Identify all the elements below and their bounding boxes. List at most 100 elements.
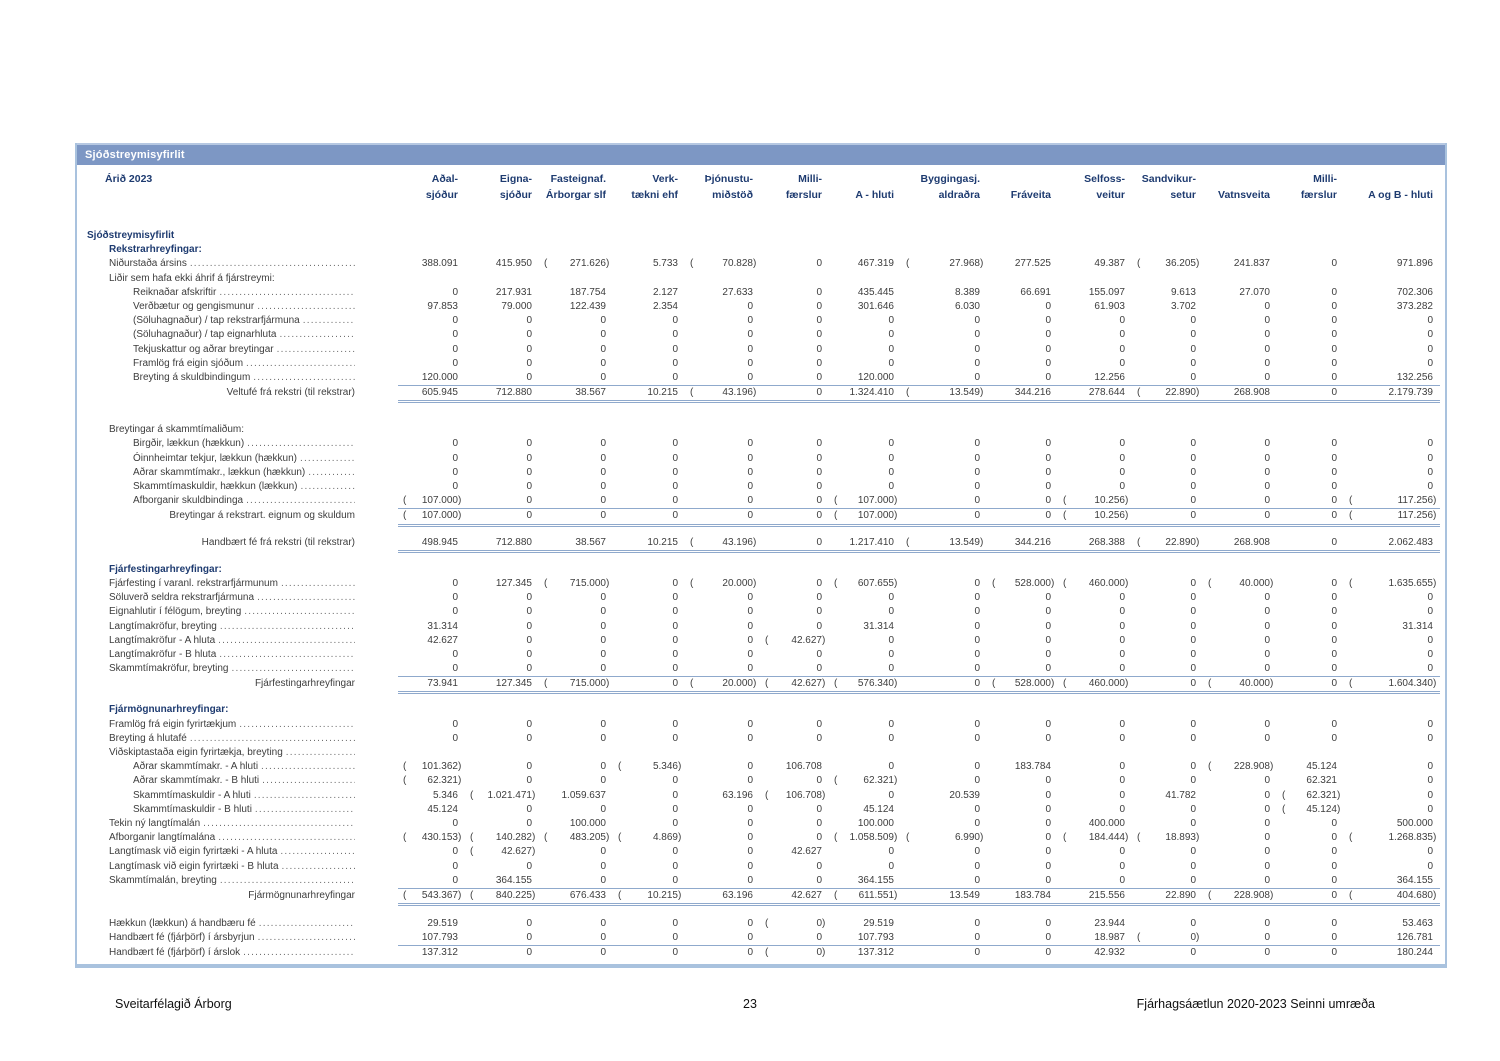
value-cell: 0: [600, 438, 606, 450]
dot-leader: ........................................…: [219, 648, 355, 660]
dot-leader: ........................................…: [261, 761, 355, 773]
footer-organization: Sveitarfélagið Árborg: [115, 997, 232, 1011]
value-cell: 0: [526, 718, 532, 730]
value-cell: 0: [1264, 832, 1270, 844]
value-cell: 0: [1190, 803, 1196, 815]
value-cell: 63.196: [722, 889, 753, 901]
column-header: Byggingasj. aldraðra: [920, 173, 980, 201]
value-cell: 183.784: [1014, 761, 1051, 773]
value-cell: 0: [888, 329, 894, 341]
value-cell: 0: [672, 846, 678, 858]
value-cell: 0: [747, 860, 753, 872]
row-label: Framlög frá eigin fyrirtækjum: [109, 718, 237, 730]
dot-leader: ........................................…: [218, 634, 355, 646]
value-cell: 0: [1119, 466, 1125, 478]
value-cell: 0: [1331, 817, 1337, 829]
value-cell: (715.000): [544, 678, 610, 690]
value-cell: 0: [816, 832, 822, 844]
value-cell: 0: [747, 329, 753, 341]
value-cell: 0: [1190, 874, 1196, 886]
column-header: Milli-færslur: [1300, 173, 1337, 201]
value-cell: 0: [526, 481, 532, 492]
table-row: Tekjuskattur og aðrar breytingar........…: [83, 343, 1437, 357]
value-cell: (22.890): [1137, 387, 1200, 399]
value-cell: 0: [1264, 300, 1270, 312]
value-cell: 0: [1190, 947, 1196, 959]
value-cell: 0: [974, 620, 980, 632]
dot-leader: ........................................…: [247, 438, 355, 450]
value-cell: 0: [672, 789, 678, 801]
value-cell: 0: [1119, 634, 1125, 646]
value-cell: 0: [1264, 775, 1270, 787]
value-cell: 10.215: [647, 387, 678, 399]
column-header: Fráveita: [1010, 189, 1051, 201]
value-cell: 0: [672, 620, 678, 632]
value-cell: 0: [1190, 648, 1196, 660]
value-cell: 0: [672, 648, 678, 660]
row-label: Niðurstaða ársins: [109, 258, 187, 270]
value-cell: (107.000): [403, 510, 462, 522]
value-cell: 0: [888, 357, 894, 369]
dot-leader: ........................................…: [285, 747, 355, 758]
value-cell: 0: [816, 648, 822, 660]
value-cell: 0: [1190, 678, 1196, 690]
value-cell: 0: [526, 592, 532, 604]
value-cell: 0: [600, 371, 606, 383]
value-cell: 0: [1264, 803, 1270, 815]
column-header: Verk-tækni ehf: [631, 173, 678, 201]
table-row: Eignahlutir í félögum, breyting.........…: [83, 605, 1437, 619]
row-label: Afborganir langtímalána: [109, 832, 216, 844]
row-label: Breytingar á skammtímaliðum:: [109, 424, 245, 436]
value-cell: 0: [452, 663, 458, 675]
row-label: Tekjuskattur og aðrar breytingar: [133, 343, 274, 355]
value-cell: 2.354: [652, 300, 678, 312]
value-cell: 0: [1331, 889, 1337, 901]
value-cell: 0: [1331, 536, 1337, 548]
value-cell: 388.091: [421, 258, 458, 270]
value-cell: 0: [600, 732, 606, 744]
value-cell: 0: [1331, 932, 1337, 944]
value-cell: (36.205): [1137, 258, 1200, 270]
value-cell: 0: [1331, 371, 1337, 383]
value-cell: 0: [600, 846, 606, 858]
value-cell: 0: [1045, 817, 1051, 829]
value-cell: 79.000: [501, 300, 532, 312]
value-cell: (42.627): [765, 678, 826, 690]
value-cell: 0: [747, 918, 753, 930]
value-cell: (5.346): [618, 761, 682, 773]
table-row: (Söluhagnaður) / tap rekstrarfjármuna...…: [83, 314, 1437, 328]
value-cell: 126.781: [1396, 932, 1433, 944]
value-cell: (576.340): [834, 678, 898, 690]
value-cell: 241.837: [1233, 258, 1270, 270]
value-cell: 0: [1190, 846, 1196, 858]
value-cell: 0: [1045, 481, 1051, 492]
row-label: Skammtímakröfur, breyting: [109, 663, 229, 675]
value-cell: (101.362): [403, 761, 462, 773]
value-cell: 122.439: [569, 300, 606, 312]
row-label: (Söluhagnaður) / tap eignarhluta: [133, 329, 277, 341]
value-cell: 268.908: [1233, 387, 1270, 399]
dot-leader: ........................................…: [244, 606, 355, 618]
value-cell: 0: [1119, 761, 1125, 773]
value-cell: 0: [526, 343, 532, 355]
value-cell: (0): [1137, 932, 1200, 944]
value-cell: 0: [747, 634, 753, 646]
dot-leader: ........................................…: [253, 789, 355, 801]
value-cell: 0: [1190, 481, 1196, 492]
value-cell: 62.321: [1306, 775, 1337, 787]
value-cell: 0: [1264, 634, 1270, 646]
value-cell: 364.155: [495, 874, 532, 886]
value-cell: 0: [974, 761, 980, 773]
value-cell: 0: [600, 860, 606, 872]
value-cell: 0: [974, 663, 980, 675]
value-cell: (528.000): [992, 577, 1055, 589]
dot-leader: ........................................…: [189, 732, 355, 744]
value-cell: 0: [1264, 495, 1270, 507]
table-row: Liðir sem hafa ekki áhrif á fjárstreymi:: [83, 272, 1437, 286]
value-cell: 0: [526, 947, 532, 959]
value-cell: 0: [452, 860, 458, 872]
value-cell: (20.000): [690, 577, 757, 589]
table-row: Skammtímaskuldir - A hluti..............…: [83, 789, 1437, 803]
value-cell: 0: [888, 789, 894, 801]
table-row: Skammtímaskuldir, hækkun (lækkun).......…: [83, 480, 1437, 494]
